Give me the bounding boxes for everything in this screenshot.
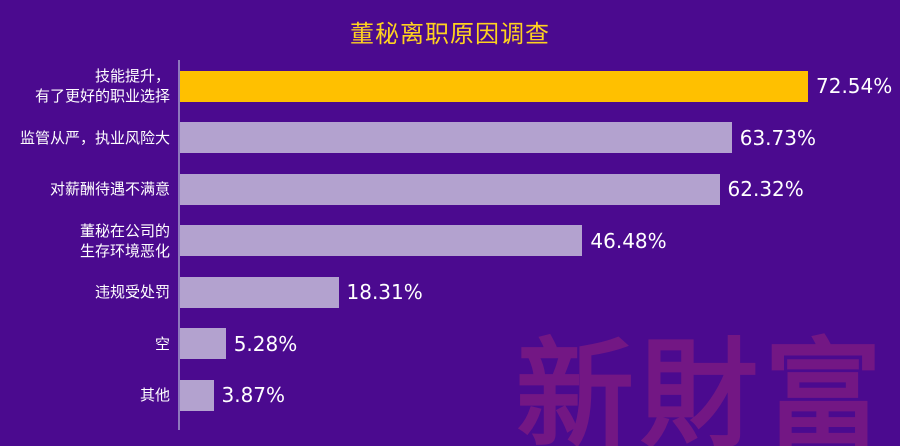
bar (180, 328, 226, 359)
chart-title: 董秘离职原因调查 (350, 20, 550, 48)
bar (180, 225, 583, 256)
value-label: 72.54% (816, 74, 893, 98)
value-label: 3.87% (221, 383, 286, 407)
value-label: 5.28% (233, 331, 298, 356)
value-label: 63.73% (739, 125, 816, 150)
category-label: 技能提升， 有了更好的职业选择 (34, 67, 170, 105)
value-label: 18.31% (346, 280, 423, 304)
bar (180, 276, 339, 308)
bar (180, 70, 808, 102)
value-label: 62.32% (727, 177, 804, 201)
category-label: 空 (154, 334, 170, 353)
watermark: 新財富 (515, 325, 888, 446)
value-label: 46.48% (590, 228, 667, 253)
bar (180, 122, 732, 153)
category-label: 其他 (139, 386, 170, 404)
category-label: 违规受处罚 (94, 283, 170, 301)
category-label: 监管从严，执业风险大 (19, 128, 170, 147)
bar (180, 379, 214, 411)
bar (180, 173, 720, 205)
category-label: 董秘在公司的 生存环境恶化 (79, 221, 170, 260)
y-axis-line (178, 60, 180, 430)
category-label: 对薪酬待遇不满意 (49, 180, 170, 198)
